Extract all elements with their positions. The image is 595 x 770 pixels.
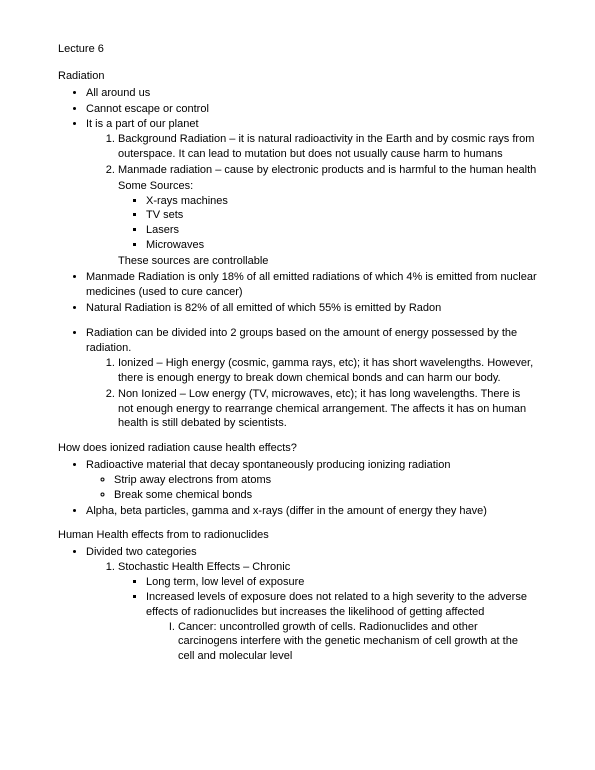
list-item: Stochastic Health Effects – Chronic Long… — [118, 560, 537, 664]
list-text: Increased levels of exposure does not re… — [146, 591, 527, 618]
list-item: Ionized – High energy (cosmic, gamma ray… — [118, 356, 537, 386]
list-text: It is a part of our planet — [86, 118, 199, 130]
list-item: TV sets — [146, 208, 537, 223]
cancer-sublist: Cancer: uncontrolled growth of cells. Ra… — [146, 620, 537, 665]
list-text: Stochastic Health Effects – Chronic — [118, 561, 290, 573]
health-effects-list: Radioactive material that decay spontane… — [58, 458, 537, 518]
heading-health-effects: How does ionized radiation cause health … — [58, 441, 537, 456]
categories-sublist: Stochastic Health Effects – Chronic Long… — [86, 560, 537, 664]
list-item: It is a part of our planet Background Ra… — [86, 117, 537, 268]
list-item: Lasers — [146, 223, 537, 238]
list-item: Long term, low level of exposure — [146, 575, 537, 590]
list-item: Strip away electrons from atoms — [114, 473, 537, 488]
list-item: Background Radiation – it is natural rad… — [118, 132, 537, 162]
list-item: Divided two categories Stochastic Health… — [86, 545, 537, 664]
sources-list: X-rays machines TV sets Lasers Microwave… — [118, 194, 537, 253]
groups-sublist: Ionized – High energy (cosmic, gamma ray… — [86, 356, 537, 431]
list-item: Increased levels of exposure does not re… — [146, 590, 537, 664]
list-item: Manmade radiation – cause by electronic … — [118, 163, 537, 269]
stochastic-sublist: Long term, low level of exposure Increas… — [118, 575, 537, 664]
list-text: Radioactive material that decay spontane… — [86, 459, 450, 471]
sources-note: These sources are controllable — [118, 254, 537, 269]
sources-label: Some Sources: — [118, 179, 537, 194]
lecture-title: Lecture 6 — [58, 42, 537, 57]
radiation-groups-list: Radiation can be divided into 2 groups b… — [58, 326, 537, 431]
radionuclides-list: Divided two categories Stochastic Health… — [58, 545, 537, 664]
list-text: Divided two categories — [86, 546, 197, 558]
list-item: Radiation can be divided into 2 groups b… — [86, 326, 537, 431]
list-item: Cancer: uncontrolled growth of cells. Ra… — [178, 620, 537, 665]
list-item: All around us — [86, 86, 537, 101]
planet-sublist: Background Radiation – it is natural rad… — [86, 132, 537, 269]
list-item: Break some chemical bonds — [114, 488, 537, 503]
list-item: Cannot escape or control — [86, 102, 537, 117]
heading-radiation: Radiation — [58, 69, 537, 84]
list-item: Radioactive material that decay spontane… — [86, 458, 537, 503]
list-item: Microwaves — [146, 238, 537, 253]
list-text: Manmade radiation – cause by electronic … — [118, 164, 536, 176]
list-item: Manmade Radiation is only 18% of all emi… — [86, 270, 537, 300]
heading-radionuclides: Human Health effects from to radionuclid… — [58, 528, 537, 543]
decay-sublist: Strip away electrons from atoms Break so… — [86, 473, 537, 503]
list-item: Alpha, beta particles, gamma and x-rays … — [86, 504, 537, 519]
radiation-list: All around us Cannot escape or control I… — [58, 86, 537, 316]
list-item: Natural Radiation is 82% of all emitted … — [86, 301, 537, 316]
list-text: Radiation can be divided into 2 groups b… — [86, 327, 517, 354]
list-item: Non Ionized – Low energy (TV, microwaves… — [118, 387, 537, 432]
list-item: X-rays machines — [146, 194, 537, 209]
